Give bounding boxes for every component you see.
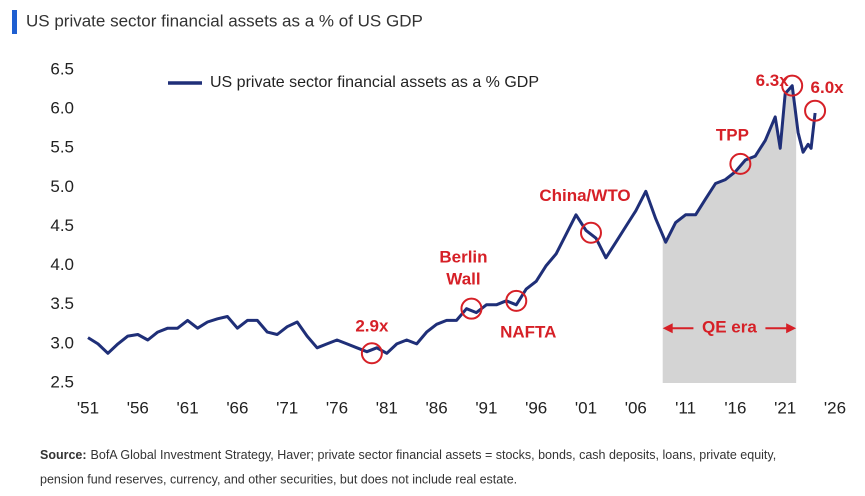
qe-arrowhead [662, 323, 673, 334]
annotation-line: Berlin [439, 248, 487, 267]
annotation-circle [360, 342, 383, 365]
chart-title: US private sector financial assets as a … [26, 11, 423, 30]
y-tick-label: 6.0 [50, 99, 74, 118]
annotation-label: NAFTA [500, 322, 556, 341]
x-tick-label: '76 [326, 398, 348, 417]
x-tick-label: '66 [226, 398, 248, 417]
qe-label: QE era [702, 318, 757, 337]
annotation-label: 6.0x [811, 78, 845, 97]
annotation-circle [804, 99, 827, 122]
source-text: pension fund reserves, currency, and oth… [40, 472, 517, 486]
annotation-label: China/WTO [539, 186, 630, 205]
x-tick-label: '06 [625, 398, 647, 417]
annotation-label: 6.3x [756, 71, 790, 90]
annotation-label: TPP [716, 125, 749, 144]
x-tick-label: '11 [675, 398, 696, 417]
y-tick-label: 2.5 [50, 372, 74, 391]
source-text: BofA Global Investment Strategy, Haver; … [91, 448, 777, 462]
x-tick-label: '56 [127, 398, 149, 417]
x-tick-label: '21 [774, 398, 796, 417]
y-tick-label: 4.5 [50, 216, 74, 235]
y-tick-label: 6.5 [50, 59, 74, 78]
annotation-circle [460, 297, 483, 320]
x-tick-label: '96 [525, 398, 547, 417]
x-tick-label: '81 [376, 398, 398, 417]
source: Source: BofA Global Investment Strategy, … [40, 448, 776, 462]
annotation-line: Wall [446, 270, 480, 289]
y-tick-label: 5.0 [50, 177, 74, 196]
y-tick-label: 4.0 [50, 255, 74, 274]
x-tick-label: '51 [77, 398, 99, 417]
x-tick-label: '71 [276, 398, 298, 417]
x-tick-label: '01 [575, 398, 597, 417]
annotation-circle [579, 221, 602, 244]
x-tick-label: '61 [177, 398, 199, 417]
x-tick-label: '16 [724, 398, 746, 417]
series-line [87, 84, 817, 355]
qe-shade [662, 85, 797, 384]
title-bar [12, 10, 17, 34]
annotation-label: 2.9x [355, 317, 389, 336]
x-tick-label: '91 [475, 398, 497, 417]
x-tick-label: '86 [426, 398, 448, 417]
legend-label: US private sector financial assets as a … [210, 74, 539, 91]
annotation-circle [781, 74, 804, 97]
source-label: Source: [40, 448, 87, 462]
qe-arrowhead [786, 323, 797, 334]
annotation-circle [729, 152, 752, 175]
y-tick-label: 5.5 [50, 138, 74, 157]
y-tick-label: 3.5 [50, 294, 74, 313]
x-tick-label: '26 [824, 398, 846, 417]
annotation-label: Berlin Wall [439, 248, 487, 289]
y-tick-label: 3.0 [50, 333, 74, 352]
annotation-circle [505, 289, 528, 312]
